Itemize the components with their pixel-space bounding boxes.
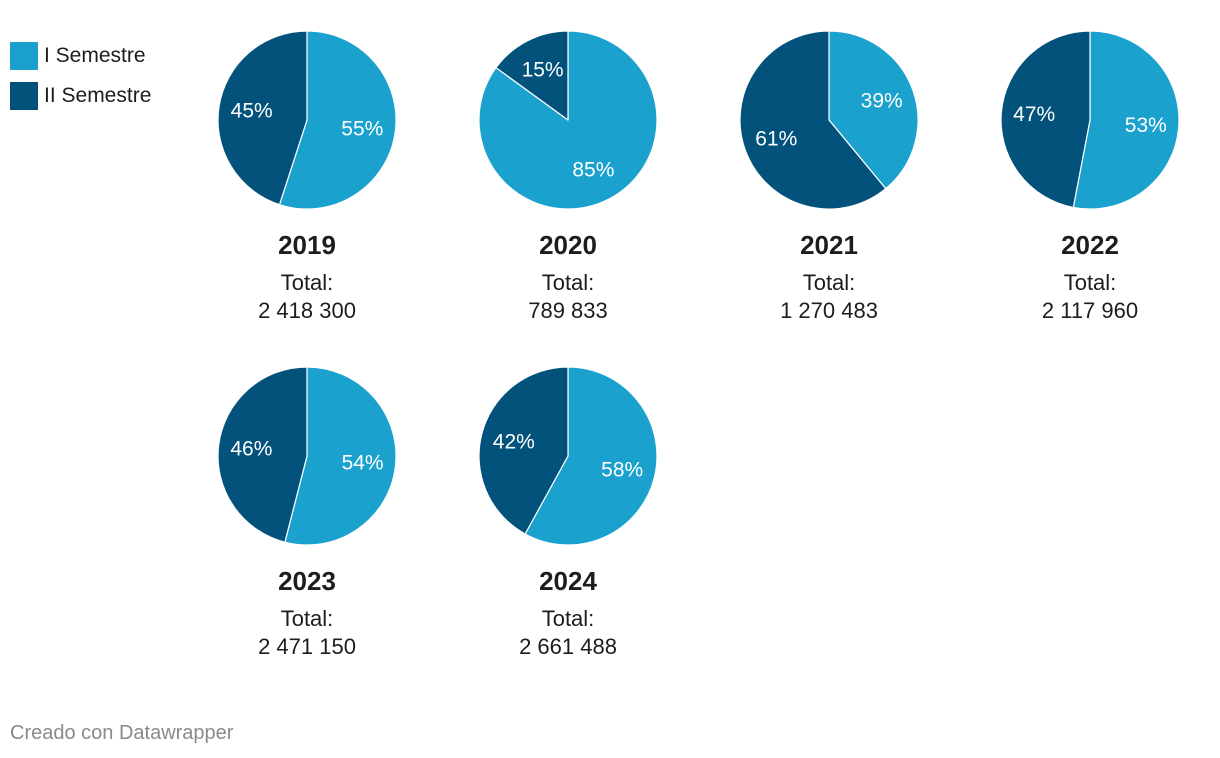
- pie-total-label: Total:: [1063, 270, 1117, 295]
- pie-slice-label-ii-semestre: 15%: [522, 59, 564, 82]
- pie-slice-label-i-semestre: 58%: [601, 458, 643, 481]
- pie-total-label: Total:: [280, 606, 334, 631]
- pie-slice-label-ii-semestre: 45%: [231, 100, 273, 123]
- pie-slice-ii-semestre: [217, 366, 308, 543]
- pie-total-label: Total:: [541, 606, 595, 631]
- pie-slice-i-semestre: [1072, 30, 1180, 210]
- legend: I Semestre II Semestre: [10, 42, 151, 122]
- pie-svg: 39% 61%: [739, 30, 919, 210]
- pie-slice-label-ii-semestre: 46%: [230, 438, 272, 461]
- pie-total-value: 2 117 960: [1041, 298, 1139, 323]
- pie-slice-ii-semestre: [739, 30, 887, 210]
- pie-chart-2024: 58% 42% 2024 Total: 2 661 488: [448, 366, 688, 686]
- pie-year: 2024: [539, 566, 597, 596]
- pie-year: 2021: [800, 230, 858, 260]
- pie-svg: 53% 47%: [1000, 30, 1180, 210]
- pie-slice-i-semestre: [524, 366, 658, 546]
- pie-chart-2021: 39% 61% 2021 Total: 1 270 483: [709, 30, 949, 350]
- pie-slice-label-i-semestre: 53%: [1125, 114, 1167, 137]
- pie-chart-2022: 53% 47% 2022 Total: 2 117 960: [970, 30, 1210, 350]
- pie-total-value: 789 833: [528, 298, 608, 323]
- pie-slice-label-ii-semestre: 42%: [493, 431, 535, 454]
- pie-slice-label-i-semestre: 55%: [341, 117, 383, 140]
- legend-item-i-semestre: I Semestre: [10, 42, 151, 70]
- legend-label-ii-semestre: II Semestre: [44, 84, 152, 107]
- legend-item-ii-semestre: II Semestre: [10, 82, 151, 110]
- pie-chart-2020: 85% 15% 2020 Total: 789 833: [448, 30, 688, 350]
- legend-swatch-i-semestre: [10, 42, 38, 70]
- pie-year: 2023: [278, 566, 336, 596]
- legend-swatch-ii-semestre: [10, 82, 38, 110]
- pie-total-value: 2 471 150: [258, 634, 356, 659]
- pie-total-value: 2 418 300: [258, 298, 356, 323]
- pie-chart-2023: 54% 46% 2023 Total: 2 471 150: [187, 366, 427, 686]
- pie-slice-label-ii-semestre: 61%: [755, 128, 797, 151]
- pie-total-label: Total:: [541, 270, 595, 295]
- pie-year: 2019: [278, 230, 336, 260]
- pie-slice-label-i-semestre: 39%: [861, 90, 903, 113]
- pie-svg: 85% 15%: [478, 30, 658, 210]
- pie-year: 2022: [1061, 230, 1119, 260]
- pie-total-value: 2 661 488: [519, 634, 617, 659]
- pie-slice-label-i-semestre: 54%: [342, 452, 384, 475]
- pie-slice-i-semestre: [278, 30, 397, 210]
- pie-total-label: Total:: [280, 270, 334, 295]
- pie-slice-i-semestre: [284, 366, 397, 546]
- pie-slice-ii-semestre: [217, 30, 308, 206]
- pie-year: 2020: [539, 230, 597, 260]
- footer-credit: Creado con Datawrapper: [10, 722, 234, 744]
- legend-label-i-semestre: I Semestre: [44, 44, 146, 67]
- pie-total-value: 1 270 483: [780, 298, 878, 323]
- pie-slice-ii-semestre: [1000, 30, 1091, 209]
- pie-slice-label-ii-semestre: 47%: [1013, 103, 1055, 126]
- pie-slice-ii-semestre: [478, 366, 569, 535]
- pie-total-label: Total:: [802, 270, 856, 295]
- pie-chart-2019: 55% 45% 2019 Total: 2 418 300: [187, 30, 427, 350]
- pie-svg: 58% 42%: [478, 366, 658, 546]
- pie-slice-label-i-semestre: 85%: [572, 158, 614, 181]
- pie-svg: 55% 45%: [217, 30, 397, 210]
- pie-slice-i-semestre: [828, 30, 919, 190]
- pie-slice-ii-semestre: [495, 30, 569, 121]
- pie-svg: 54% 46%: [217, 366, 397, 546]
